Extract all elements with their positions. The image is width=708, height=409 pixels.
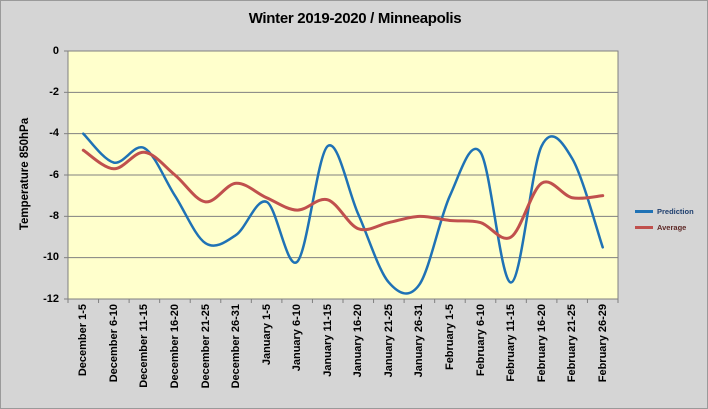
x-category-label: December 1-5 (77, 304, 90, 377)
y-tick-label: -4 (49, 127, 59, 140)
x-category-label: February 16-20 (535, 304, 548, 383)
prediction-line-swatch (635, 210, 653, 213)
chart-title: Winter 2019-2020 / Minneapolis (248, 10, 462, 27)
x-category-label: December 26-31 (230, 304, 243, 389)
y-tick-label: -10 (43, 251, 59, 264)
legend-item-average: Average (635, 223, 707, 232)
y-tick-label: 0 (52, 44, 59, 57)
average-line (81, 148, 605, 240)
x-category-label: February 6-10 (474, 304, 487, 377)
x-category-label: January 6-10 (291, 304, 304, 372)
x-category-label: January 21-25 (382, 304, 395, 378)
y-tick-label: -12 (43, 292, 59, 305)
legend-label-prediction: Prediction (657, 207, 694, 216)
x-category-label: January 26-31 (413, 304, 426, 378)
y-tick-label: -6 (49, 168, 59, 181)
prediction-line (82, 132, 604, 295)
x-category-label: January 1-5 (260, 304, 273, 366)
average-line-swatch (635, 226, 653, 229)
legend-item-prediction: Prediction (635, 207, 707, 216)
x-category-label: January 11-15 (321, 304, 334, 377)
x-category-label: February 1-5 (443, 304, 456, 371)
x-category-label: January 16-20 (352, 304, 365, 378)
x-category-label: February 21-25 (566, 304, 579, 383)
x-category-label: December 6-10 (107, 304, 120, 383)
y-tick-label: -8 (49, 209, 59, 222)
legend-label-average: Average (657, 223, 687, 232)
x-category-label: February 26-29 (596, 304, 609, 383)
x-category-label: December 21-25 (199, 304, 212, 389)
x-category-label: December 16-20 (168, 304, 181, 389)
x-category-label: December 11-15 (138, 304, 151, 388)
plot-border (67, 50, 619, 300)
x-category-label: February 11-15 (505, 304, 518, 382)
y-tick-label: -2 (49, 85, 59, 98)
legend: Prediction Average (635, 207, 707, 239)
